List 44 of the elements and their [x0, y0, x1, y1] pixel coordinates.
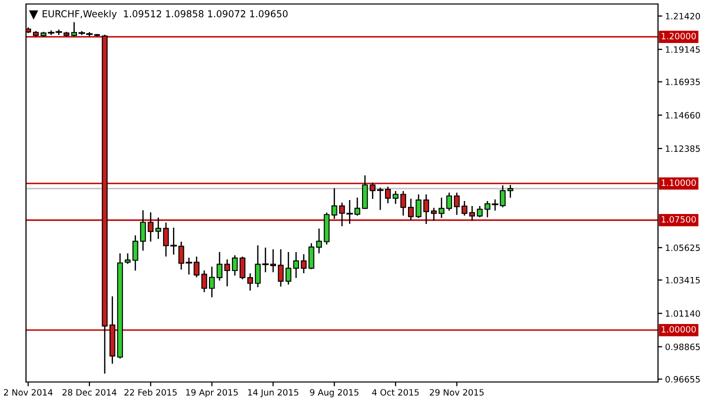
ref-line-label: 1.10000	[662, 179, 696, 186]
y-tick-label: 1.03415	[666, 276, 700, 284]
candlestick	[331, 188, 338, 219]
y-tick-label: 1.19145	[666, 46, 700, 53]
candlestick	[224, 259, 230, 286]
candlestick	[140, 210, 146, 251]
candlestick	[446, 192, 452, 211]
candlestick	[155, 218, 162, 239]
ref-line-label: 1.20000	[662, 32, 696, 40]
candlestick	[247, 273, 254, 291]
y-tick-label: 1.01140	[666, 310, 700, 317]
candlestick	[240, 256, 246, 280]
text: EURCHF,Weekly 1.09512 1.09858 1.09072 1.09650	[42, 10, 288, 20]
y-tick-label: 1.05625	[666, 244, 700, 252]
x-tick-label: 14 Jun 2015	[248, 389, 298, 398]
x-tick-label: 9 Aug 2015	[310, 389, 358, 398]
candlestick	[430, 208, 437, 221]
candlestick	[454, 192, 460, 215]
candlestick	[476, 206, 483, 218]
x-tick-label: 19 Apr 2015	[186, 389, 238, 398]
candlestick	[124, 253, 131, 264]
ref-line-label: 1.00000	[662, 326, 696, 333]
y-tick-label: 1.14660	[666, 112, 700, 119]
candlestick	[507, 184, 514, 198]
candlestick	[400, 191, 406, 216]
candlestick	[148, 212, 154, 242]
y-tick-label: 1.21420	[666, 12, 700, 20]
candlestick	[438, 198, 444, 218]
x-tick-label: 29 Nov 2015	[430, 389, 484, 396]
candlestick	[300, 254, 307, 274]
y-tick-label: 1.16935	[666, 78, 700, 86]
y-tick-label: 0.98865	[666, 344, 700, 350]
x-tick-label: 2 Nov 2014	[4, 389, 53, 396]
candlestick	[232, 255, 238, 276]
candlestick	[423, 194, 430, 224]
x-tick-label: 4 Oct 2015	[372, 389, 419, 396]
candlestick	[201, 270, 208, 292]
ref-line-label: 1.07500	[662, 216, 696, 223]
x-tick-label: 28 Dec 2014	[62, 389, 116, 396]
y-tick-label: 1.12385	[666, 145, 700, 152]
candlestick	[278, 249, 284, 287]
y-tick-label: 0.96655	[666, 376, 700, 383]
x-tick-label: 22 Feb 2015	[124, 388, 177, 396]
candlestick	[132, 235, 138, 271]
